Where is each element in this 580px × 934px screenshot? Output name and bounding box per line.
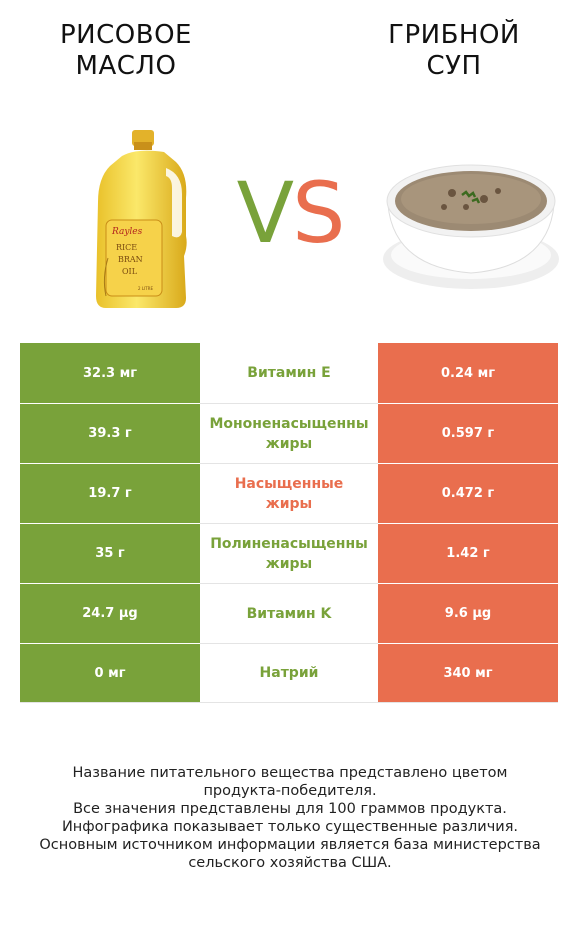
comparison-table: 32.3 мг Витамин E 0.24 мг 39.3 г Мононенасыщ… <box>20 343 558 703</box>
left-title-line-1: РИСОВОЕ <box>60 20 192 50</box>
nutrient-name-line: Натрий <box>259 665 319 681</box>
vs-letter-v: V <box>236 164 294 262</box>
left-title-line-2: МАСЛО <box>75 51 177 81</box>
vs-letter-s: S <box>292 164 345 262</box>
table-row: 19.7 г Насыщенные жиры 0.472 г <box>20 463 558 523</box>
left-value: 39.3 г <box>20 403 200 463</box>
nutrient-name-line: Полиненасыщенны <box>210 535 368 552</box>
footer-line-4: Инфографика показывает только существенн… <box>61 819 519 835</box>
left-value: 32.3 мг <box>20 343 200 403</box>
footer-line-3: Все значения представлены для 100 граммо… <box>73 801 507 817</box>
right-value: 0.597 г <box>378 403 558 463</box>
nutrient-name-line: жиры <box>265 555 313 572</box>
right-value: 1.42 г <box>378 523 558 583</box>
nutrient-name: Витамин E <box>200 343 378 403</box>
table-row: 35 г Полиненасыщенны жиры 1.42 г <box>20 523 558 583</box>
svg-text:BRAN: BRAN <box>118 255 143 264</box>
left-value: 19.7 г <box>20 463 200 523</box>
rice-bran-oil-bottle-image: Rayles RICE BRAN OIL 2 LITRE <box>92 128 192 312</box>
left-value: 35 г <box>20 523 200 583</box>
left-value: 0 мг <box>20 643 200 703</box>
nutrient-name: Полиненасыщенны жиры <box>200 523 378 583</box>
right-title-line-2: СУП <box>426 51 482 81</box>
nutrient-name-line: Витамин E <box>247 365 331 381</box>
table-row: 32.3 мг Витамин E 0.24 мг <box>20 343 558 403</box>
svg-text:OIL: OIL <box>122 267 138 276</box>
left-product-title: РИСОВОЕ МАСЛО <box>26 20 226 82</box>
nutrient-name-line: Насыщенные <box>234 475 344 492</box>
nutrient-name: Мононенасыщенны жиры <box>200 403 378 463</box>
nutrient-name: Насыщенные жиры <box>200 463 378 523</box>
nutrient-name-line: жиры <box>265 435 313 452</box>
right-value: 340 мг <box>378 643 558 703</box>
right-title-line-1: ГРИБНОЙ <box>388 20 520 50</box>
svg-text:Rayles: Rayles <box>111 227 143 237</box>
table-row: 39.3 г Мононенасыщенны жиры 0.597 г <box>20 403 558 463</box>
mushroom-soup-bowl-image <box>380 155 562 295</box>
nutrient-name-line: жиры <box>265 495 313 512</box>
right-product-title: ГРИБНОЙ СУП <box>354 20 554 82</box>
versus-label: VS <box>224 168 356 258</box>
nutrient-name: Витамин K <box>200 583 378 643</box>
nutrient-name: Натрий <box>200 643 378 703</box>
footer-notes: Название питательного вещества представл… <box>10 764 570 872</box>
table-row: 0 мг Натрий 340 мг <box>20 643 558 703</box>
svg-text:RICE: RICE <box>116 243 137 252</box>
nutrient-name-line: Мононенасыщенны <box>209 415 369 432</box>
right-value: 0.472 г <box>378 463 558 523</box>
footer-line-1: Название питательного вещества представл… <box>72 765 508 781</box>
svg-text:2 LITRE: 2 LITRE <box>138 286 153 291</box>
right-value: 9.6 µg <box>378 583 558 643</box>
table-row: 24.7 µg Витамин K 9.6 µg <box>20 583 558 643</box>
footer-line-5: Основным источником информации является … <box>39 837 541 853</box>
left-value: 24.7 µg <box>20 583 200 643</box>
right-value: 0.24 мг <box>378 343 558 403</box>
footer-line-2: продукта-победителя. <box>203 783 377 799</box>
nutrient-name-line: Витамин K <box>246 605 332 622</box>
footer-line-6: сельского хозяйства США. <box>188 855 392 871</box>
